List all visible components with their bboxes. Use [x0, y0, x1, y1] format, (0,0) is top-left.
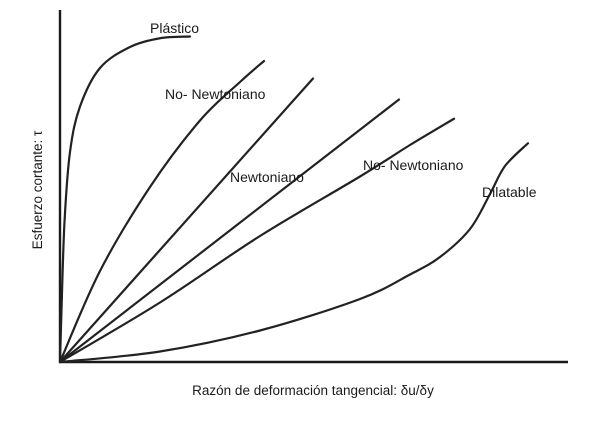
y-axis-label: Esfuerzo cortante: τ — [30, 130, 45, 249]
label-no-newtoniano-pseudoplastico: No- Newtoniano — [165, 86, 266, 102]
label-newtoniano: Newtoniano — [230, 169, 304, 185]
label-dilatable: Dilatable — [482, 184, 537, 200]
curves — [58, 35, 530, 364]
curve-no-newtoniano — [58, 117, 456, 364]
curve-dilatable — [58, 142, 530, 364]
curve-newtoniano-secundario — [58, 98, 401, 364]
curve-labels: Plástico No- Newtoniano Newtoniano No- Newt… — [150, 20, 537, 200]
curve-no-newtoniano-pseudoplastico — [58, 59, 266, 364]
curve-newtoniano — [58, 77, 315, 364]
curve-plastico — [58, 35, 192, 364]
axes — [58, 10, 568, 364]
x-axis-label: Razón de deformación tangencial: δu/δy — [192, 383, 434, 398]
label-no-newtoniano: No- Newtoniano — [363, 157, 464, 173]
label-plastico: Plástico — [150, 20, 199, 36]
